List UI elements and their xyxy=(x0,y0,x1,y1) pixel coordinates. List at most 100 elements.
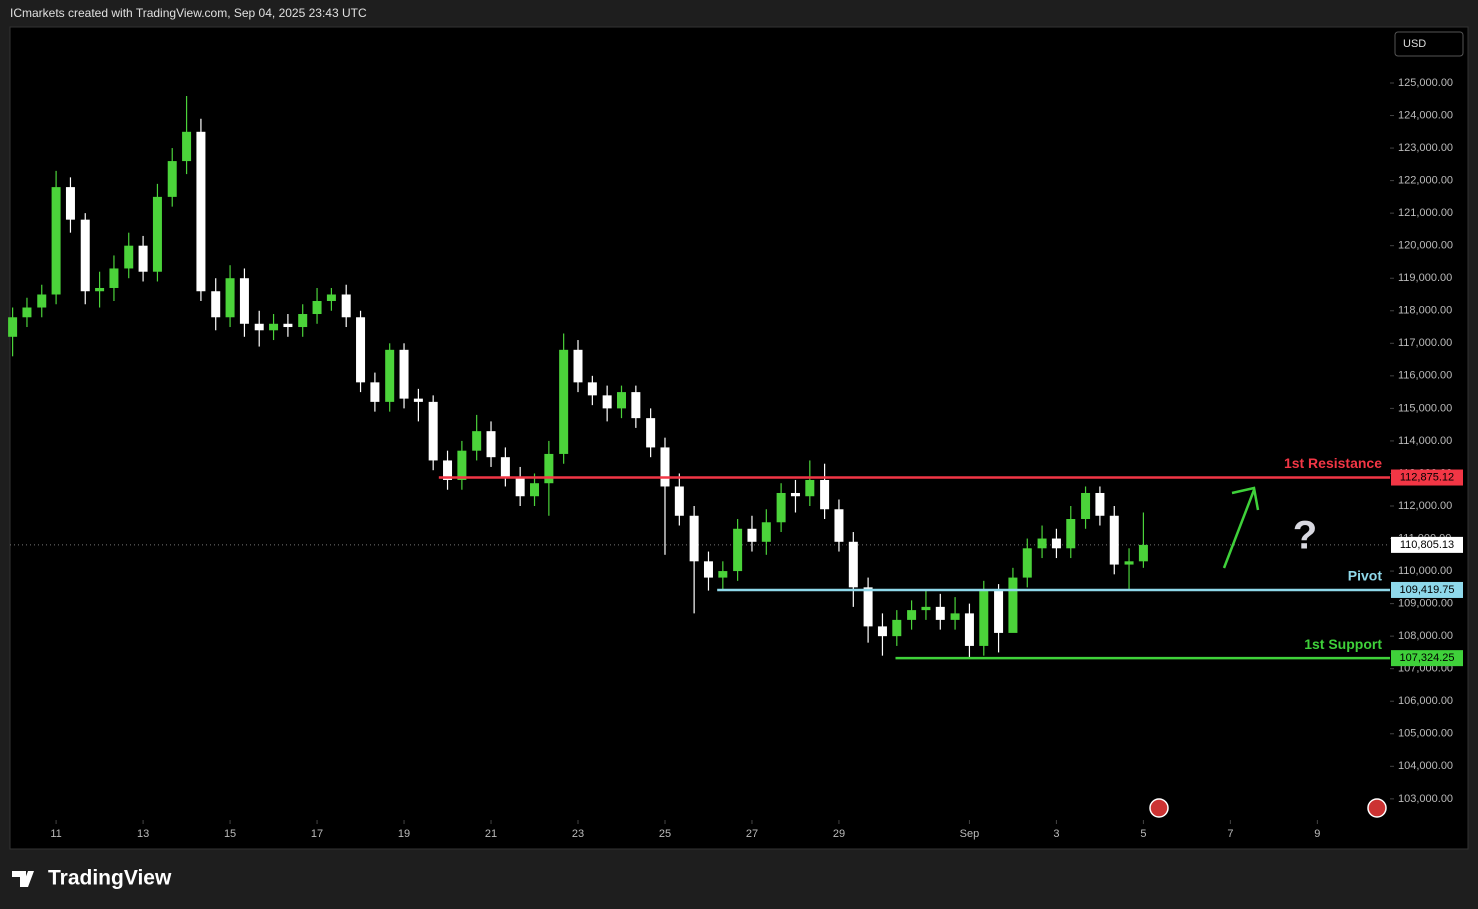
candle-body xyxy=(674,486,684,516)
y-tick-label: 105,000.00 xyxy=(1398,728,1453,740)
candle-body xyxy=(472,431,482,451)
candle-body xyxy=(80,219,90,292)
candle-body xyxy=(312,301,322,315)
candle-body xyxy=(399,349,409,399)
x-tick-label: 15 xyxy=(224,828,236,840)
y-tick-label: 124,000.00 xyxy=(1398,109,1453,121)
y-tick-label: 119,000.00 xyxy=(1398,272,1452,284)
candle-body xyxy=(602,395,612,409)
candle-body xyxy=(1138,544,1148,562)
candle-body xyxy=(718,571,728,578)
candle-body xyxy=(964,613,974,646)
candle-body xyxy=(124,245,134,269)
x-tick-label: 7 xyxy=(1227,828,1233,840)
logo[interactable]: TradingView xyxy=(12,867,172,890)
level-box xyxy=(1391,581,1463,598)
y-tick-label: 108,000.00 xyxy=(1398,630,1453,642)
candle-body xyxy=(761,522,771,542)
candle-body xyxy=(1124,561,1134,565)
candle-body xyxy=(370,382,380,402)
candle-body xyxy=(733,528,743,572)
y-tick-label: 106,000.00 xyxy=(1398,695,1453,707)
annotation: ? xyxy=(1293,514,1317,558)
candle-body xyxy=(95,287,105,292)
candle-body xyxy=(559,349,569,454)
candle-body xyxy=(428,401,438,461)
candle-body xyxy=(660,447,670,487)
candle-body xyxy=(863,587,873,627)
candle-body xyxy=(689,515,699,562)
candle-body xyxy=(326,294,336,302)
candle-body xyxy=(1095,492,1105,516)
candle-body xyxy=(994,590,1004,633)
y-tick-label: 103,000.00 xyxy=(1398,793,1453,805)
candle-body xyxy=(616,392,626,409)
candle-body xyxy=(341,294,351,318)
level-label: 112,875.12 xyxy=(1400,471,1454,483)
level-name: 1st Support xyxy=(1304,636,1382,652)
candle-body xyxy=(500,457,510,477)
y-tick-label: 123,000.00 xyxy=(1398,142,1453,154)
y-tick-label: 114,000.00 xyxy=(1398,435,1452,447)
x-tick-label: 9 xyxy=(1314,828,1320,840)
last-price-box xyxy=(1391,536,1463,553)
candle-body xyxy=(587,382,597,396)
candle-body xyxy=(356,317,366,383)
x-tick-label: 19 xyxy=(398,828,410,840)
y-tick-label: 122,000.00 xyxy=(1398,175,1453,187)
candle-body xyxy=(225,278,235,318)
last-price-label: 110,805.13 xyxy=(1400,539,1454,551)
candle-body xyxy=(515,476,525,497)
y-tick-label: 109,000.00 xyxy=(1398,598,1453,610)
candle-body xyxy=(167,161,177,197)
candle-body xyxy=(109,268,119,288)
level-box xyxy=(1391,469,1463,486)
candle-body xyxy=(65,187,75,220)
level-label: 109,419.75 xyxy=(1399,584,1454,596)
y-tick-label: 117,000.00 xyxy=(1398,337,1452,349)
candle-body xyxy=(211,291,221,318)
x-tick-label: Sep xyxy=(960,828,980,840)
x-tick-label: 25 xyxy=(659,828,671,840)
brand: TradingView xyxy=(48,867,172,890)
candle-body xyxy=(907,610,917,620)
y-tick-label: 104,000.00 xyxy=(1398,760,1453,772)
candle-body xyxy=(152,196,162,272)
candle-body xyxy=(1022,548,1032,578)
y-tick-label: 120,000.00 xyxy=(1398,240,1453,252)
candle-body xyxy=(1037,538,1047,549)
x-tick-label: 13 xyxy=(137,828,149,840)
candle-body xyxy=(646,418,656,448)
event-icons[interactable] xyxy=(1149,798,1387,818)
candle-body xyxy=(196,131,206,292)
candle-body xyxy=(530,483,540,497)
candle-body xyxy=(950,613,960,620)
y-tick-label: 110,000.00 xyxy=(1398,565,1452,577)
currency-box[interactable] xyxy=(1394,31,1464,57)
candle-body xyxy=(182,131,192,162)
candle-body xyxy=(239,278,249,324)
chart-area xyxy=(9,26,1469,850)
candle-body xyxy=(834,509,844,542)
candle-body xyxy=(269,323,279,331)
candle-body xyxy=(486,431,496,458)
y-tick-label: 121,000.00 xyxy=(1398,207,1453,219)
candle-body xyxy=(254,323,264,331)
candle-body xyxy=(298,314,308,328)
candle-body xyxy=(413,398,423,402)
y-tick-label: 116,000.00 xyxy=(1398,370,1452,382)
candle-body xyxy=(631,392,641,419)
candle-body xyxy=(1081,492,1091,520)
x-tick-label: 23 xyxy=(572,828,584,840)
candle-body xyxy=(1066,519,1076,549)
x-tick-label: 17 xyxy=(311,828,323,840)
candle-body xyxy=(138,245,148,272)
currency: USD xyxy=(1403,38,1426,50)
candle-body xyxy=(747,528,757,542)
candle-body xyxy=(935,606,945,620)
candle-body xyxy=(443,460,453,480)
y-tick-label: 125,000.00 xyxy=(1398,77,1453,89)
level-name: Pivot xyxy=(1348,568,1383,584)
level-name: 1st Resistance xyxy=(1284,455,1382,471)
x-tick-label: 11 xyxy=(50,828,61,840)
